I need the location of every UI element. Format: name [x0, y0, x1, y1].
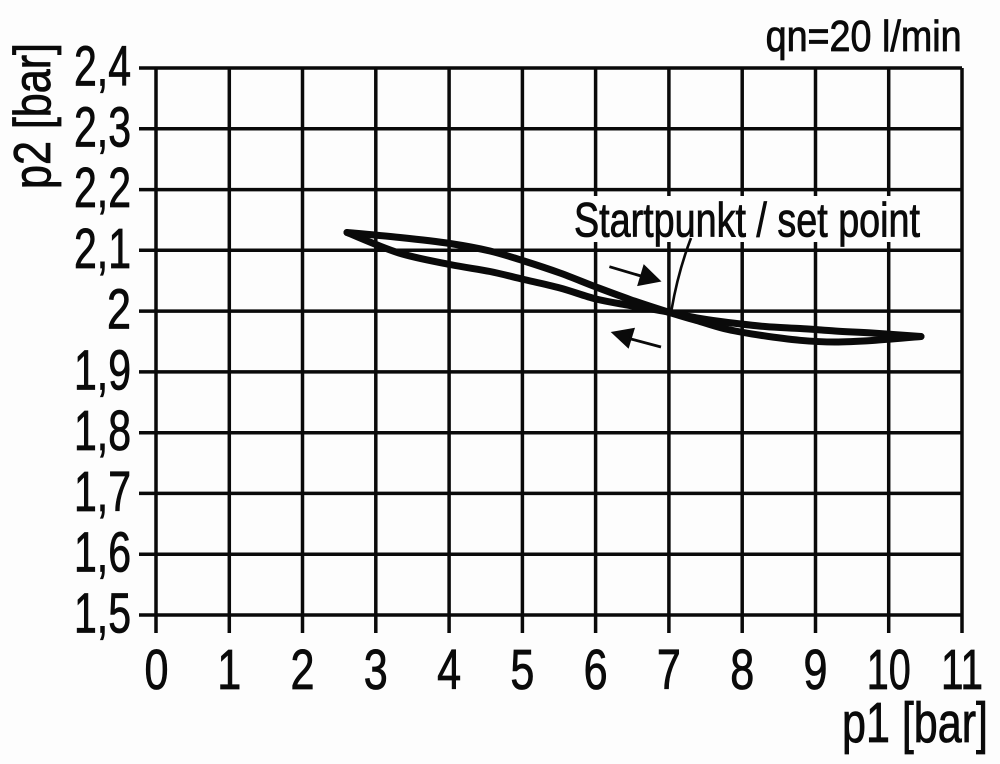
svg-text:1,6: 1,6 [74, 521, 131, 585]
svg-text:1,7: 1,7 [74, 460, 131, 524]
svg-text:7: 7 [657, 638, 681, 702]
svg-text:10: 10 [867, 638, 911, 702]
svg-text:2,4: 2,4 [74, 35, 131, 99]
svg-text:0: 0 [145, 638, 169, 702]
svg-text:8: 8 [730, 638, 754, 702]
svg-text:2: 2 [107, 278, 131, 342]
svg-text:2,1: 2,1 [74, 217, 131, 281]
svg-text:Startpunkt / set point: Startpunkt / set point [574, 194, 920, 248]
svg-text:1,9: 1,9 [74, 338, 131, 402]
svg-text:4: 4 [437, 638, 461, 702]
svg-text:6: 6 [584, 638, 608, 702]
svg-text:11: 11 [941, 638, 983, 702]
svg-text:p1 [bar]: p1 [bar] [842, 691, 988, 755]
svg-text:1,5: 1,5 [74, 582, 131, 646]
svg-text:3: 3 [364, 638, 388, 702]
svg-text:1: 1 [217, 638, 241, 702]
svg-text:2,2: 2,2 [74, 156, 131, 220]
svg-text:5: 5 [510, 638, 534, 702]
svg-text:9: 9 [804, 638, 828, 702]
svg-text:qn=20 l/min: qn=20 l/min [766, 12, 962, 61]
svg-text:2: 2 [291, 638, 315, 702]
svg-text:p2 [bar]: p2 [bar] [4, 43, 62, 189]
svg-text:1,8: 1,8 [74, 399, 131, 463]
svg-text:2,3: 2,3 [74, 95, 131, 159]
